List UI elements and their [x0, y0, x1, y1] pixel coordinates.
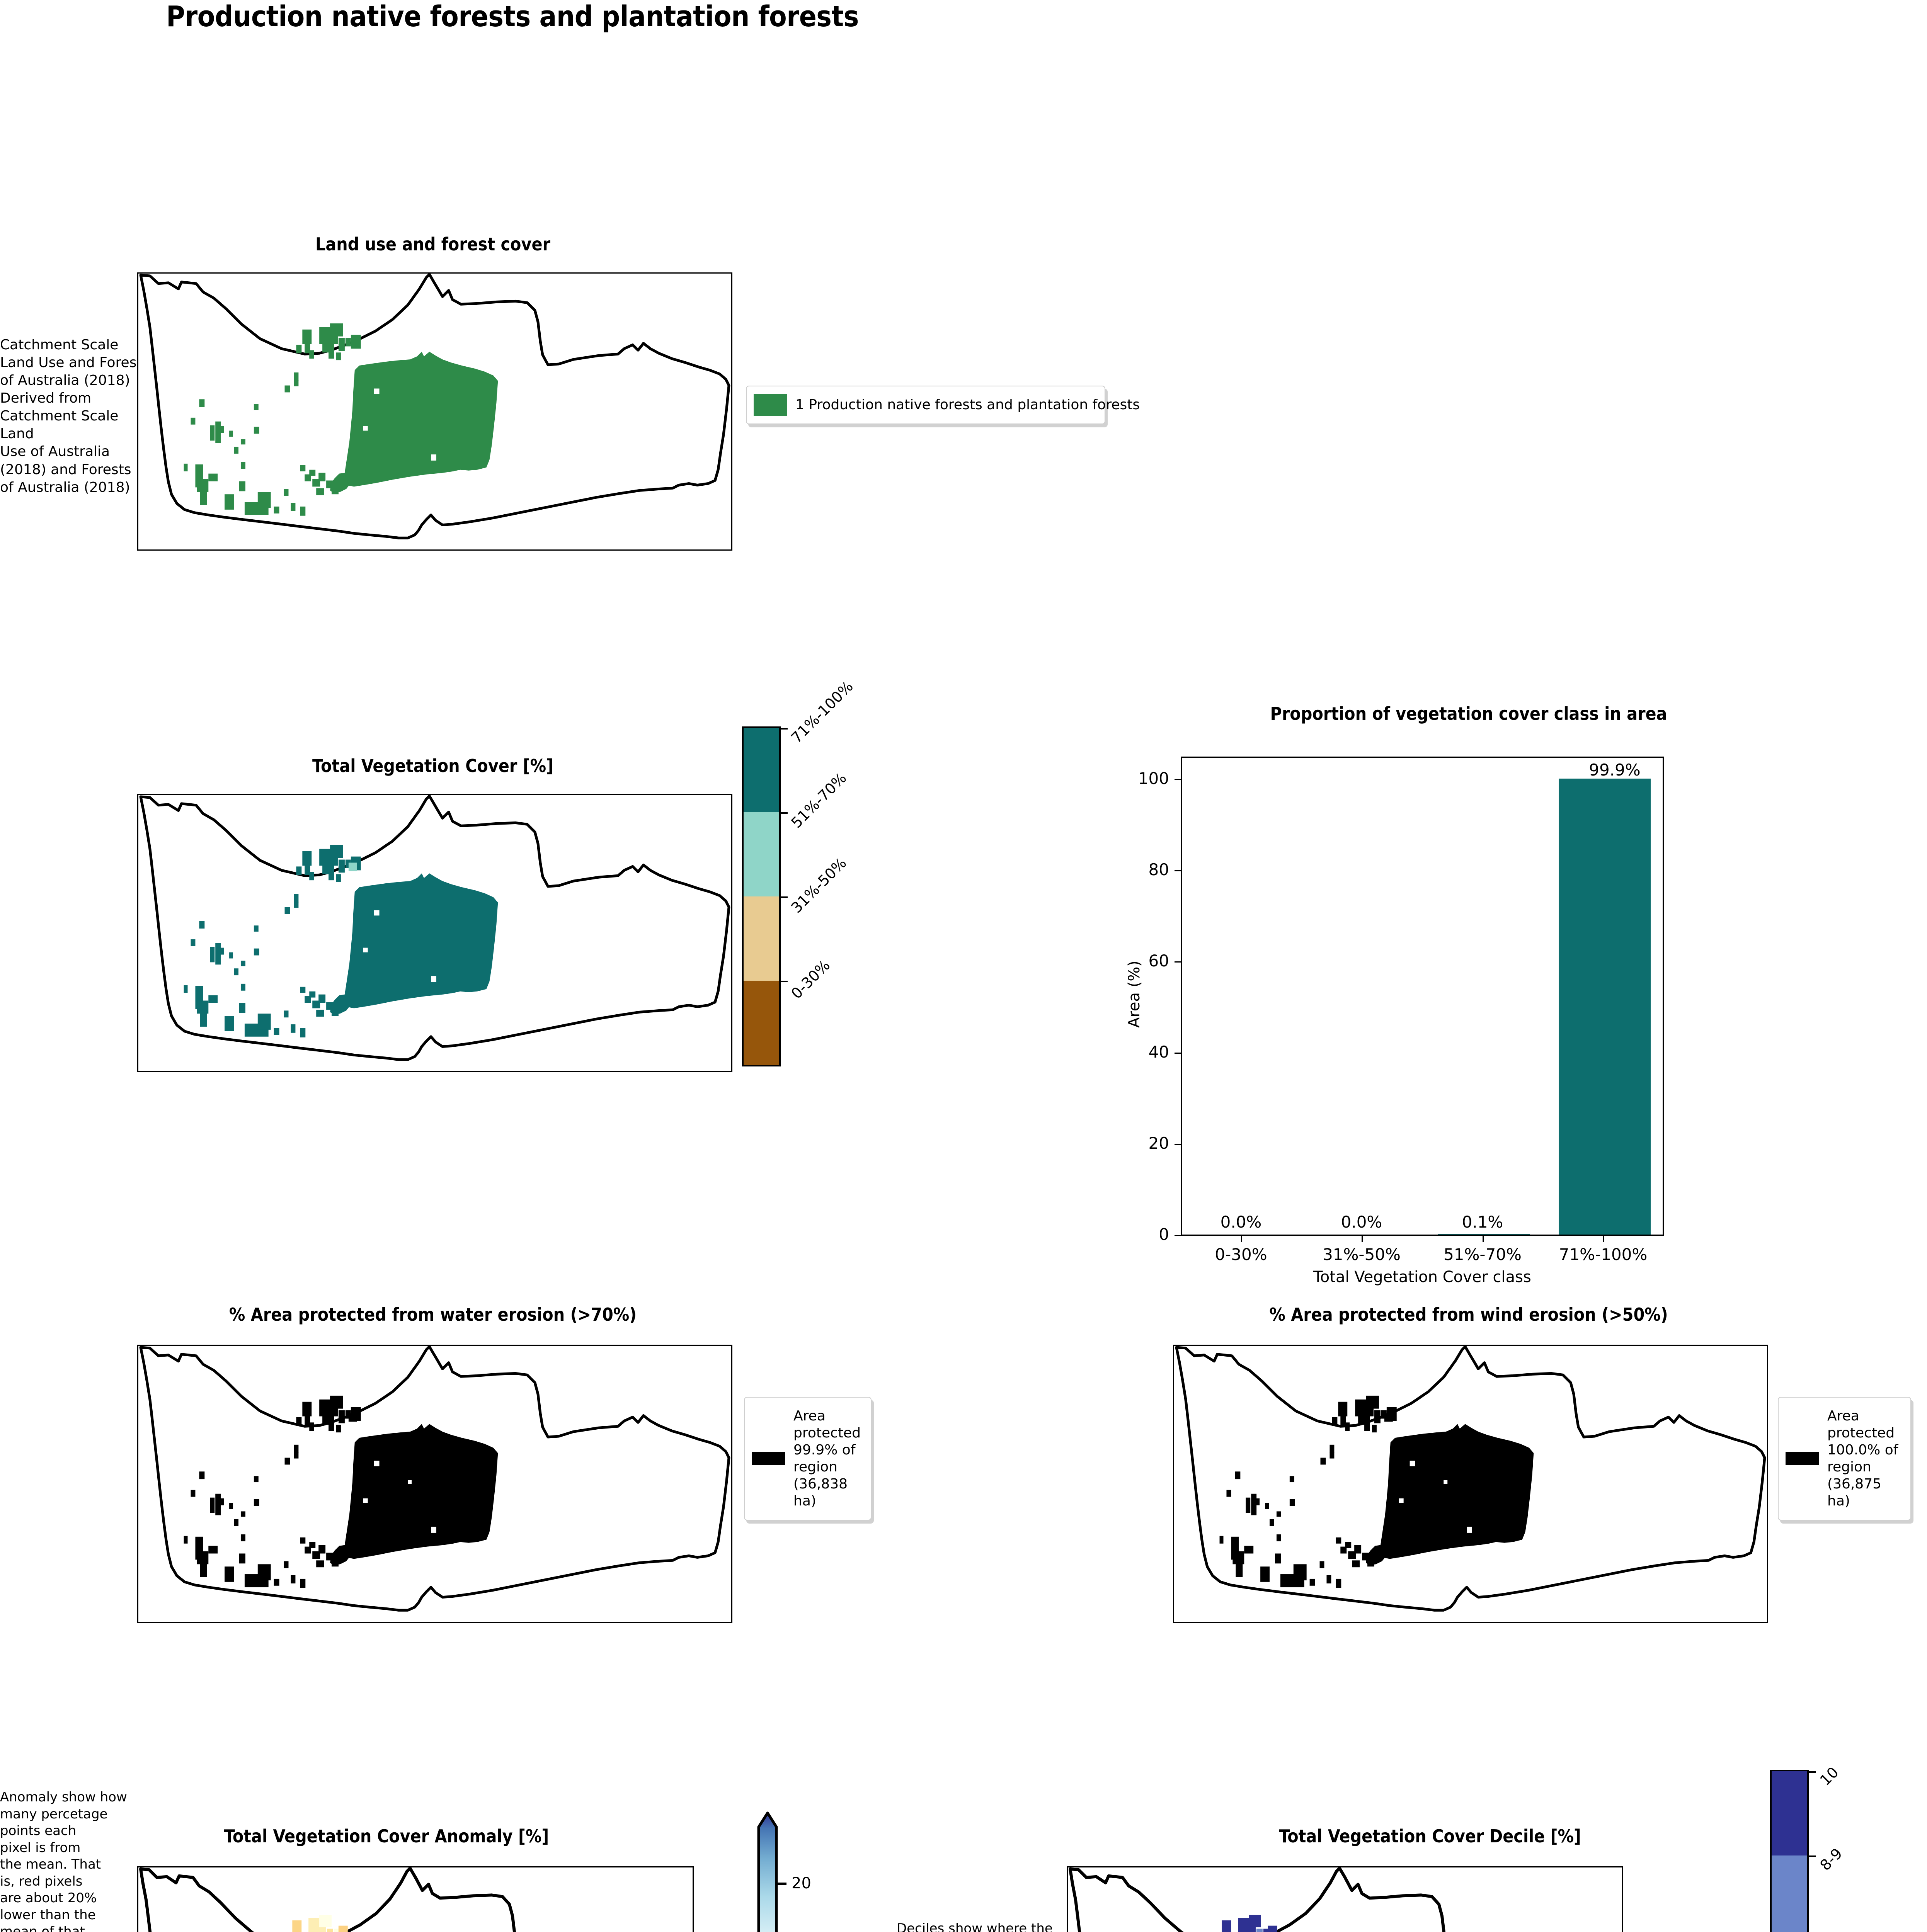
decile-colorbar-tick-1 — [1807, 1855, 1816, 1857]
colorbar-segment-51-70 — [744, 812, 779, 896]
ytick-mark-20 — [1175, 1144, 1181, 1145]
decile-colorbar-label-10: 10 — [1816, 1764, 1842, 1789]
xtick-label-0-30: 0-30% — [1215, 1245, 1267, 1264]
land-use-title: Land use and forest cover — [315, 234, 550, 255]
water-erosion-title: % Area protected from water erosion (>70… — [229, 1304, 637, 1325]
total-cover-colorbar[interactable]: 71%-100% 51%-70% 31%-50% 0-30% — [742, 678, 856, 1066]
anomaly-colorbar[interactable]: 20 10 0 −10 −20 — [746, 1781, 811, 1932]
anomaly-map-canvas — [138, 1867, 693, 1932]
decile-title: Total Vegetation Cover Decile [%] — [1279, 1826, 1581, 1847]
land-use-legend[interactable]: 1 Production native forests and plantati… — [746, 386, 1140, 424]
ytick-label-80: 80 — [1148, 860, 1169, 879]
wind-erosion-map[interactable] — [1173, 1345, 1768, 1623]
ytick-mark-40 — [1175, 1053, 1181, 1054]
bar-value-51-70: 0.1% — [1462, 1213, 1503, 1231]
ytick-label-100: 100 — [1138, 769, 1169, 788]
colorbar-segment-31-50 — [744, 896, 779, 981]
bar-value-0-30: 0.0% — [1220, 1213, 1262, 1231]
panel-decile: Total Vegetation Cover Decile [%] Decile… — [889, 1764, 1927, 1932]
colorbar-label-71-100: 71%-100% — [788, 678, 856, 747]
chart-plot-area — [1181, 757, 1664, 1236]
ytick-mark-60 — [1175, 961, 1181, 963]
ytick-label-40: 40 — [1148, 1043, 1169, 1061]
decile-colorbar-tick-0 — [1807, 1771, 1816, 1773]
panel-land-use: Land use and forest cover Catchment Scal… — [0, 224, 1144, 564]
colorbar-tick-1 — [779, 812, 788, 814]
wind-erosion-title: % Area protected from wind erosion (>50%… — [1269, 1304, 1668, 1325]
xtick-mark-0-30 — [1241, 1236, 1242, 1242]
decile-colorbar-segment-8-9 — [1772, 1855, 1807, 1932]
colorbar-segment-0-30 — [744, 981, 779, 1065]
decile-colorbar-label-8-9: 8-9 — [1816, 1845, 1846, 1874]
anomaly-explainer-note: Anomaly show how many percetage points e… — [0, 1789, 127, 1932]
panel-water-erosion: % Area protected from water erosion (>70… — [0, 1294, 928, 1681]
legend-swatch-production-forests — [754, 394, 787, 416]
xtick-mark-31-50 — [1362, 1236, 1363, 1242]
bar-value-31-50: 0.0% — [1341, 1213, 1382, 1231]
decile-colorbar-label-4-7: 4-7 — [1816, 1930, 1845, 1932]
colorbar-label-51-70: 51%-70% — [788, 769, 850, 832]
total-cover-map[interactable] — [137, 794, 732, 1072]
decile-map[interactable] — [1067, 1866, 1623, 1932]
chart-y-axis-label: Area (%) — [1125, 961, 1143, 1028]
page-title: Production native forests and plantation… — [166, 0, 859, 33]
colorbar-label-31-50: 31%-50% — [788, 854, 850, 917]
decile-explainer-note: Deciles show where the pixel value lies … — [897, 1921, 1053, 1932]
ytick-label-0: 0 — [1159, 1225, 1169, 1244]
total-cover-map-canvas — [138, 795, 731, 1071]
colorbar-tick-0 — [779, 728, 788, 730]
water-erosion-map-canvas — [138, 1346, 731, 1622]
decile-colorbar-segment-10 — [1772, 1771, 1807, 1856]
xtick-label-31-50: 31%-50% — [1323, 1245, 1401, 1264]
land-use-map[interactable] — [137, 272, 732, 551]
colorbar-tick-2 — [779, 896, 788, 898]
ytick-label-60: 60 — [1148, 951, 1169, 970]
colorbar-tick-3 — [779, 981, 788, 982]
wind-erosion-legend[interactable]: Area protected 100.0% of region (36,875 … — [1778, 1397, 1911, 1520]
xtick-label-71-100: 71%-100% — [1559, 1245, 1648, 1264]
decile-map-canvas — [1068, 1867, 1622, 1932]
xtick-mark-71-100 — [1603, 1236, 1604, 1242]
chart-x-axis-label: Total Vegetation Cover class — [1313, 1268, 1531, 1286]
anomaly-title: Total Vegetation Cover Anomaly [%] — [224, 1826, 549, 1847]
legend-swatch-area-protected-water — [752, 1452, 785, 1465]
land-use-map-canvas — [138, 274, 731, 549]
ytick-mark-100 — [1175, 779, 1181, 780]
xtick-label-51-70: 51%-70% — [1444, 1245, 1522, 1264]
ytick-mark-80 — [1175, 870, 1181, 871]
colorbar-segment-71-100 — [744, 728, 779, 812]
water-erosion-legend[interactable]: Area protected 99.9% of region (36,838 h… — [744, 1397, 872, 1520]
panel-total-cover: Total Vegetation Cover [%] — [0, 678, 928, 1159]
panel-wind-erosion: % Area protected from wind erosion (>50%… — [1044, 1294, 1927, 1681]
legend-label-area-protected-wind: Area protected 100.0% of region (36,875 … — [1827, 1408, 1898, 1509]
legend-label-production-forests: 1 Production native forests and plantati… — [795, 397, 1140, 413]
xtick-mark-51-70 — [1483, 1236, 1484, 1242]
legend-swatch-area-protected-wind — [1786, 1452, 1819, 1465]
legend-label-area-protected-water: Area protected 99.9% of region (36,838 h… — [793, 1408, 861, 1509]
panel-anomaly: Total Vegetation Cover Anomaly [%] Anoma… — [0, 1789, 889, 1932]
water-erosion-map[interactable] — [137, 1345, 732, 1623]
total-cover-title: Total Vegetation Cover [%] — [312, 755, 554, 776]
wind-erosion-map-canvas — [1174, 1346, 1767, 1622]
land-use-source-note: Catchment Scale Land Use and Forests of … — [0, 337, 150, 495]
chart-title: Proportion of vegetation cover class in … — [1270, 703, 1667, 724]
bar-51-70[interactable] — [1438, 1234, 1530, 1235]
bar-value-71-100: 99.9% — [1589, 760, 1641, 779]
decile-colorbar[interactable]: 10 8-9 4-7 2-3 1 — [1770, 1764, 1845, 1932]
bar-71-100[interactable] — [1559, 779, 1651, 1235]
anomaly-colorbar-label-20: 20 — [792, 1874, 811, 1892]
panel-proportion-chart: Proportion of vegetation cover class in … — [1101, 692, 1836, 1286]
anomaly-map[interactable] — [137, 1866, 694, 1932]
colorbar-label-0-30: 0-30% — [788, 956, 834, 1002]
ytick-mark-0 — [1175, 1235, 1181, 1236]
ytick-label-20: 20 — [1148, 1134, 1169, 1153]
